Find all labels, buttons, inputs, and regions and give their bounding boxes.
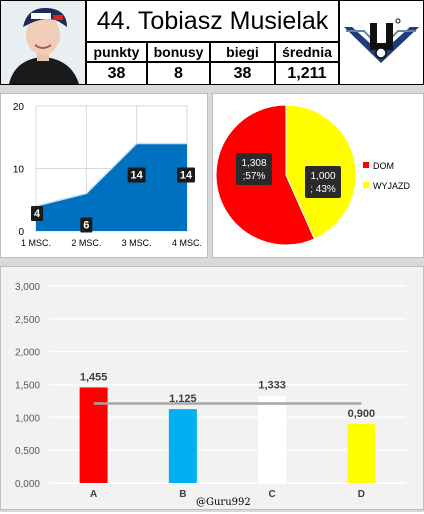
data-label-box [127, 167, 146, 183]
bar-a [79, 387, 108, 483]
data-label: 6 [80, 217, 93, 233]
middle-band [0, 258, 424, 266]
stat-label-biegi: biegi [210, 42, 275, 62]
pie-data-label-text: 1,000 [310, 171, 335, 182]
x-tick-label: 4 MSC. [172, 238, 202, 248]
y-tick-label: 3,000 [15, 282, 40, 293]
stat-label-bonusy: bonusy [147, 42, 210, 62]
y-tick-label: 0 [18, 227, 24, 238]
pie-data-label-box [236, 153, 272, 185]
stat-value-bonusy: 8 [147, 62, 210, 85]
x-tick-label: C [269, 489, 276, 500]
legend-swatch-wyjazd [363, 182, 369, 188]
y-tick-label: 1,500 [15, 381, 40, 392]
y-tick-label: 0,500 [15, 446, 40, 457]
legend-label-dom: DOM [373, 161, 394, 171]
x-tick-label: 3 MSC. [122, 238, 152, 248]
y-tick-label: 1,000 [15, 413, 40, 424]
top-band [0, 85, 424, 93]
bar-d [347, 423, 376, 483]
area-series-line [35, 142, 187, 207]
pie-chart-panel: 1,308 ;57% 1,000 ; 43% DOM WYJAZD [212, 93, 424, 258]
area-series [36, 143, 187, 231]
rider-photo-image [1, 1, 85, 84]
data-label-text: 4 [34, 208, 41, 220]
data-label-text: 14 [131, 170, 144, 182]
club-logo-image [344, 18, 419, 63]
bar-c [258, 395, 287, 483]
x-tick-label: D [358, 489, 365, 500]
pie-chart: 1,308 ;57% 1,000 ; 43% DOM WYJAZD [215, 104, 410, 246]
bar-data-label: 1,455 [80, 371, 108, 383]
pie-data-label-box [305, 166, 341, 198]
pie-data-label-text: ;57% [243, 171, 266, 182]
page-title: 44. Tobiasz Musielak [86, 0, 339, 42]
data-label: 14 [177, 167, 195, 183]
legend-label-wyjazd: WYJAZD [373, 181, 410, 191]
pie-data-label: 1,308 ;57% [236, 153, 272, 185]
area-chart-panel: 0 10 20 4 6 14 14 1 MSC. 2 MSC. 3 MSC. 4 MSC. [0, 93, 208, 258]
bottom-band [0, 510, 424, 512]
pie-data-label-text: 1,308 [241, 158, 266, 169]
stat-value-punkty: 38 [86, 62, 147, 85]
data-label-text: 14 [180, 170, 193, 182]
bar-chart: 0,000 0,500 1,000 1,500 2,000 2,500 3,000 1,455… [1, 267, 423, 509]
pie-data-label-text: ; 43% [310, 184, 336, 195]
legend-swatch-dom [363, 162, 369, 168]
bar-data-label: 0,900 [348, 408, 376, 420]
data-label: 4 [31, 206, 43, 221]
x-tick-label: A [90, 489, 97, 500]
stat-label-srednia: średnia [275, 42, 339, 62]
x-tick-label: B [179, 489, 186, 500]
stat-value-biegi: 38 [210, 62, 275, 85]
bar-data-label: 1,333 [258, 379, 286, 391]
data-label-box [80, 217, 93, 233]
middle-divider [208, 93, 212, 258]
bar-data-label: 1,125 [169, 393, 197, 405]
x-tick-label: 1 MSC. [21, 238, 51, 248]
pie-data-label: 1,000 ; 43% [305, 166, 341, 198]
club-logo [339, 0, 424, 85]
data-label-box [31, 206, 43, 221]
data-label-box [177, 167, 195, 183]
stat-value-srednia: 1,211 [275, 62, 339, 85]
y-tick-label: 0,000 [15, 479, 40, 490]
watermark: @Guru992 [196, 497, 251, 508]
data-label-text: 6 [83, 220, 89, 232]
y-tick-label: 10 [13, 165, 25, 176]
y-tick-label: 2,000 [15, 348, 40, 359]
y-tick-label: 20 [13, 102, 25, 113]
bar-chart-panel: 0,000 0,500 1,000 1,500 2,000 2,500 3,000 1,455… [0, 266, 424, 510]
rider-photo [0, 0, 86, 85]
stat-label-punkty: punkty [86, 42, 147, 62]
area-chart: 0 10 20 4 6 14 14 1 MSC. 2 MSC. 3 MSC. 4 MSC. [13, 102, 202, 248]
data-label: 14 [127, 167, 146, 183]
x-tick-label: 2 MSC. [71, 238, 101, 248]
y-tick-label: 2,500 [15, 315, 40, 326]
bar-b [168, 409, 197, 483]
